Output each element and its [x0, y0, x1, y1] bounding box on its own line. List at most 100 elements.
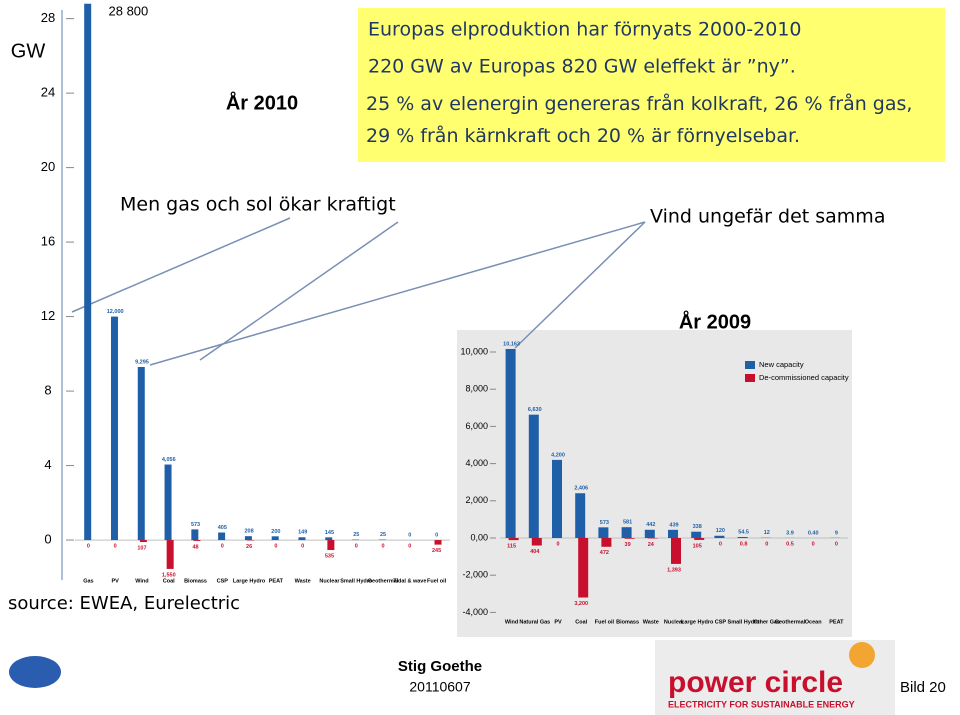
data-label: 0: [765, 541, 768, 547]
bar: [137, 366, 145, 541]
data-label: 573: [191, 522, 200, 528]
legend-label: De-commissioned capacity: [759, 373, 849, 382]
headline: Europas elproduktion har förnyats 2000-2…: [368, 19, 802, 41]
data-label: 54.5: [738, 529, 749, 535]
data-label: 0: [382, 544, 385, 550]
data-label: 2,406: [574, 486, 588, 492]
y-tick-label: 6,000: [465, 421, 488, 431]
data-label: 0: [719, 541, 722, 547]
data-label: 0: [435, 533, 438, 539]
legend-swatch: [745, 361, 755, 369]
bar: [271, 536, 279, 541]
x-tick-label: Waste: [643, 619, 659, 625]
data-label: 12,000: [107, 309, 124, 315]
data-label: 9,295: [135, 359, 149, 365]
y-tick-label: 10,000: [460, 346, 488, 356]
logo-mark: [9, 656, 61, 688]
data-label: 0: [355, 544, 358, 550]
data-label: 1,393: [667, 567, 681, 573]
bar: [671, 538, 681, 564]
data-label: 3.9: [786, 530, 794, 536]
x-tick-label: CSP: [715, 619, 727, 625]
x-tick-label: Wind: [135, 578, 148, 584]
logo-sun: [849, 642, 875, 668]
chart-title: År 2009: [679, 309, 751, 333]
data-label: 48: [192, 544, 198, 550]
x-tick-label: Nuclear: [664, 619, 685, 625]
bar: [737, 536, 748, 538]
bar: [531, 538, 542, 546]
bar: [714, 535, 725, 538]
data-label: 0: [301, 544, 304, 550]
y-tick-label: 12: [41, 308, 55, 323]
bar: [110, 316, 118, 541]
y-tick-label: 4: [44, 457, 51, 472]
data-label: 0: [114, 544, 117, 550]
bar: [598, 527, 609, 538]
bar: [601, 538, 612, 547]
data-label: 25: [353, 532, 359, 538]
bar: [164, 464, 172, 541]
legend-label: New capacity: [759, 360, 804, 369]
arrow: [71, 217, 291, 313]
data-label: 0: [556, 541, 559, 547]
bar: [325, 537, 333, 541]
x-tick-label: Coal: [575, 619, 587, 625]
x-tick-label: Natural Gas: [519, 619, 550, 625]
text-box: 25 % av elenergin genereras från kolkraf…: [366, 93, 913, 147]
x-tick-label: CSP: [217, 578, 229, 584]
data-label: 25: [380, 532, 386, 538]
bar: [84, 3, 92, 541]
data-label: 105: [693, 543, 702, 549]
arrow: [199, 221, 399, 361]
y-tick-label: 4,000: [465, 458, 488, 468]
bar: [621, 527, 632, 538]
x-tick-label: Nuclear: [319, 578, 340, 584]
y-tick-label: 20: [41, 159, 55, 174]
data-label: 0.40: [808, 530, 819, 536]
data-label: 0: [408, 544, 411, 550]
data-label: 0.5: [786, 541, 794, 547]
data-label: 3,200: [574, 601, 588, 607]
data-label: 12: [764, 530, 770, 536]
y-tick-label: 2,000: [465, 495, 488, 505]
data-label: 200: [271, 529, 280, 535]
y-tick-label: 8,000: [465, 384, 488, 394]
x-tick-label: PV: [112, 578, 120, 584]
x-tick-label: Tidal & wave: [393, 578, 426, 584]
annotation: Men gas och sol ökar kraftigt: [120, 194, 396, 216]
x-tick-label: PEAT: [269, 578, 284, 584]
page-number: Bild 20: [900, 679, 946, 696]
chart-panel: [457, 330, 852, 637]
data-label: 0: [221, 544, 224, 550]
date: 20110607: [409, 679, 470, 695]
bar: [691, 531, 702, 538]
y-tick-label: -2,000: [462, 570, 488, 580]
x-tick-label: Wind: [505, 619, 518, 625]
paragraph: 25 % av elenergin genereras från kolkraf…: [366, 93, 913, 147]
x-tick-label: Geothermal: [368, 578, 399, 584]
arrow: [514, 221, 646, 349]
data-label: 404: [530, 549, 540, 555]
data-label: 4,056: [162, 457, 176, 463]
data-label: 208: [245, 529, 254, 535]
x-tick-label: Biomass: [616, 619, 639, 625]
x-tick-label: Large Hydro: [233, 578, 266, 584]
legend-swatch: [745, 374, 755, 382]
bar: [434, 540, 442, 545]
data-label: 26: [246, 544, 252, 550]
data-label: 145: [325, 530, 334, 536]
data-label: 115: [507, 544, 516, 550]
x-tick-label: Fuel oil: [595, 619, 615, 625]
data-label: 10,163: [503, 341, 520, 347]
y-tick-label: -4,000: [462, 607, 488, 617]
x-tick-label: Small Hydro: [728, 619, 761, 625]
bar: [552, 459, 562, 538]
bar: [668, 529, 678, 538]
arrows: [71, 217, 646, 366]
annotation: Vind ungefär det samma: [650, 206, 885, 228]
data-label: 0: [835, 541, 838, 547]
bar: [193, 540, 201, 541]
y-tick-label: 24: [41, 85, 55, 100]
data-label: 535: [325, 553, 334, 559]
